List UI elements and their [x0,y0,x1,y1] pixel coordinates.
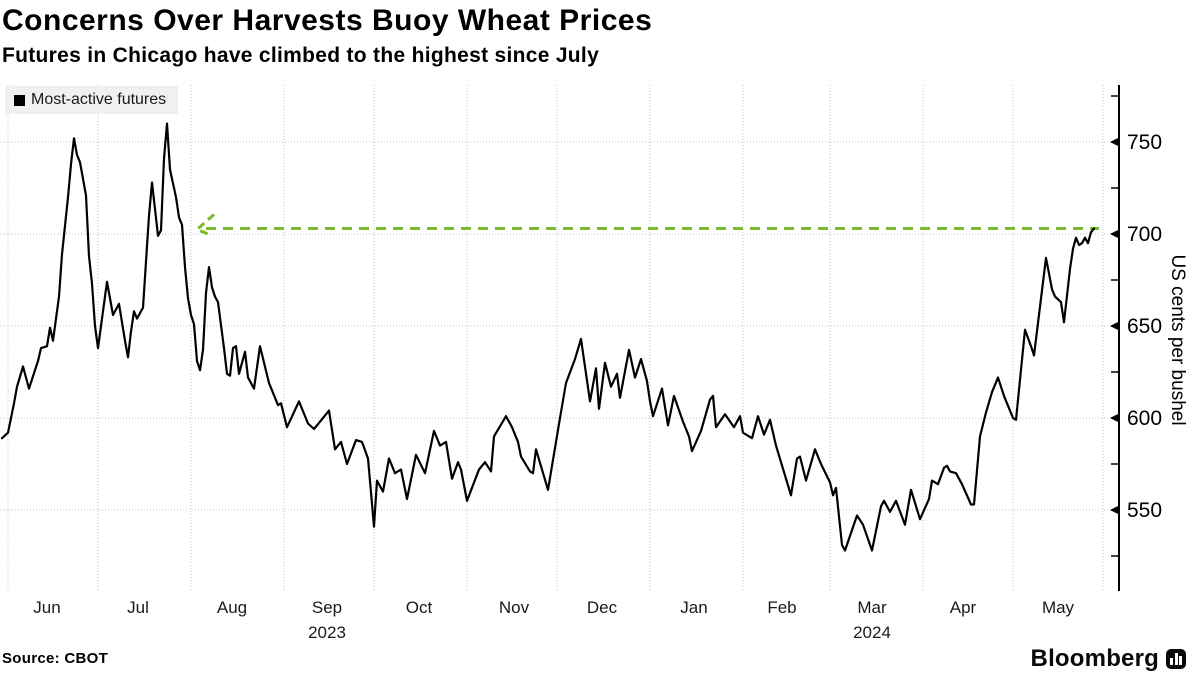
legend-label: Most-active futures [31,91,167,108]
x-axis-month-label: Nov [499,598,530,617]
x-axis-month-label: Apr [950,598,977,617]
x-axis-month-label: Aug [217,598,247,617]
x-axis-month-label: Mar [857,598,887,617]
x-axis-month-label: May [1042,598,1075,617]
y-axis-tick-label: 550 [1127,499,1162,522]
x-axis-month-label: Feb [767,598,796,617]
y-axis-major-tick-arrow [1110,137,1119,147]
x-axis-month-label: Jun [33,598,60,617]
y-axis-tick-label: 600 [1127,407,1162,430]
page-title: Concerns Over Harvests Buoy Wheat Prices [2,4,653,37]
y-axis-major-tick-arrow [1110,505,1119,515]
x-axis-year-label: 2023 [308,623,346,642]
x-axis-month-label: Sep [312,598,342,617]
reference-line-arrow-icon [194,213,215,237]
x-axis-year-label: 2024 [853,623,891,642]
x-axis-month-label: Jan [680,598,707,617]
legend-swatch-icon [14,94,25,106]
y-axis-major-tick-arrow [1110,229,1119,239]
legend: Most-active futures [5,86,179,114]
x-axis-month-label: Jul [127,598,149,617]
x-axis-month-label: Dec [587,598,618,617]
source-note: Source: CBOT [2,650,109,667]
brand-wordmark: Bloomberg [1030,645,1159,672]
y-axis-major-tick-arrow [1110,321,1119,331]
y-axis-tick-label: 750 [1127,131,1162,154]
page-subtitle: Futures in Chicago have climbed to the h… [2,44,600,67]
y-axis-tick-label: 650 [1127,315,1162,338]
brand-logo: Bloomberg [1031,645,1186,673]
y-axis-title: US cents per bushel [1167,254,1188,425]
y-axis-tick-label: 700 [1127,223,1162,246]
bar-chart-icon [1166,649,1186,669]
x-axis-month-label: Oct [406,598,433,617]
y-axis-major-tick-arrow [1110,413,1119,423]
price-line [0,122,1096,552]
